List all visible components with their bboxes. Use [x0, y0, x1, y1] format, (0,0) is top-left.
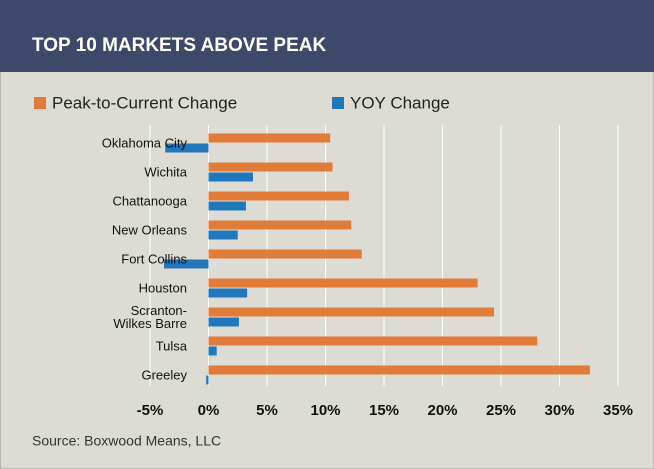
bar: [165, 143, 209, 153]
x-tick-label: 0%: [198, 402, 220, 419]
bar: [164, 259, 209, 269]
bar: [208, 336, 538, 346]
legend-label: YOY Change: [350, 93, 450, 112]
x-tick-label: 25%: [486, 402, 516, 419]
legend-swatch: [332, 97, 344, 109]
legend-swatch: [34, 97, 46, 109]
bar: [208, 365, 590, 375]
x-tick-label: -5%: [137, 402, 164, 419]
bar: [208, 278, 478, 288]
x-tick-label: 35%: [603, 402, 633, 419]
x-tick-label: 30%: [544, 402, 574, 419]
bar: [208, 288, 248, 298]
x-tick-label: 20%: [427, 402, 457, 419]
bar: [208, 201, 246, 211]
bar: [208, 249, 362, 259]
legend-label: Peak-to-Current Change: [52, 93, 237, 112]
x-tick-label: 5%: [256, 402, 278, 419]
bar: [208, 346, 217, 356]
y-tick-label: Tulsa: [155, 338, 187, 354]
bar: [208, 162, 333, 172]
y-tick-label: Oklahoma City: [101, 135, 187, 151]
y-tick-label: New Orleans: [111, 222, 187, 238]
header: [0, 0, 654, 72]
x-tick-label: 15%: [369, 402, 399, 419]
bar: [208, 317, 239, 327]
bar: [208, 307, 494, 317]
y-tick-label: Houston: [138, 280, 187, 296]
bar: [208, 191, 349, 201]
chart-title: TOP 10 MARKETS ABOVE PEAK: [32, 35, 326, 56]
source: Source: Boxwood Means, LLC: [32, 433, 221, 449]
y-tick-label: Chattanooga: [112, 193, 187, 209]
bar: [208, 220, 352, 230]
bar: [208, 133, 331, 143]
bar: [208, 172, 253, 182]
x-tick-label: 10%: [310, 402, 340, 419]
y-tick-label: Fort Collins: [121, 251, 187, 267]
bar: [208, 230, 238, 240]
y-tick-label: Wichita: [144, 164, 187, 180]
bar: [206, 375, 209, 385]
y-tick-label: Greeley: [141, 367, 187, 383]
y-tick-label: Scranton- Wilkes Barre: [113, 303, 187, 331]
